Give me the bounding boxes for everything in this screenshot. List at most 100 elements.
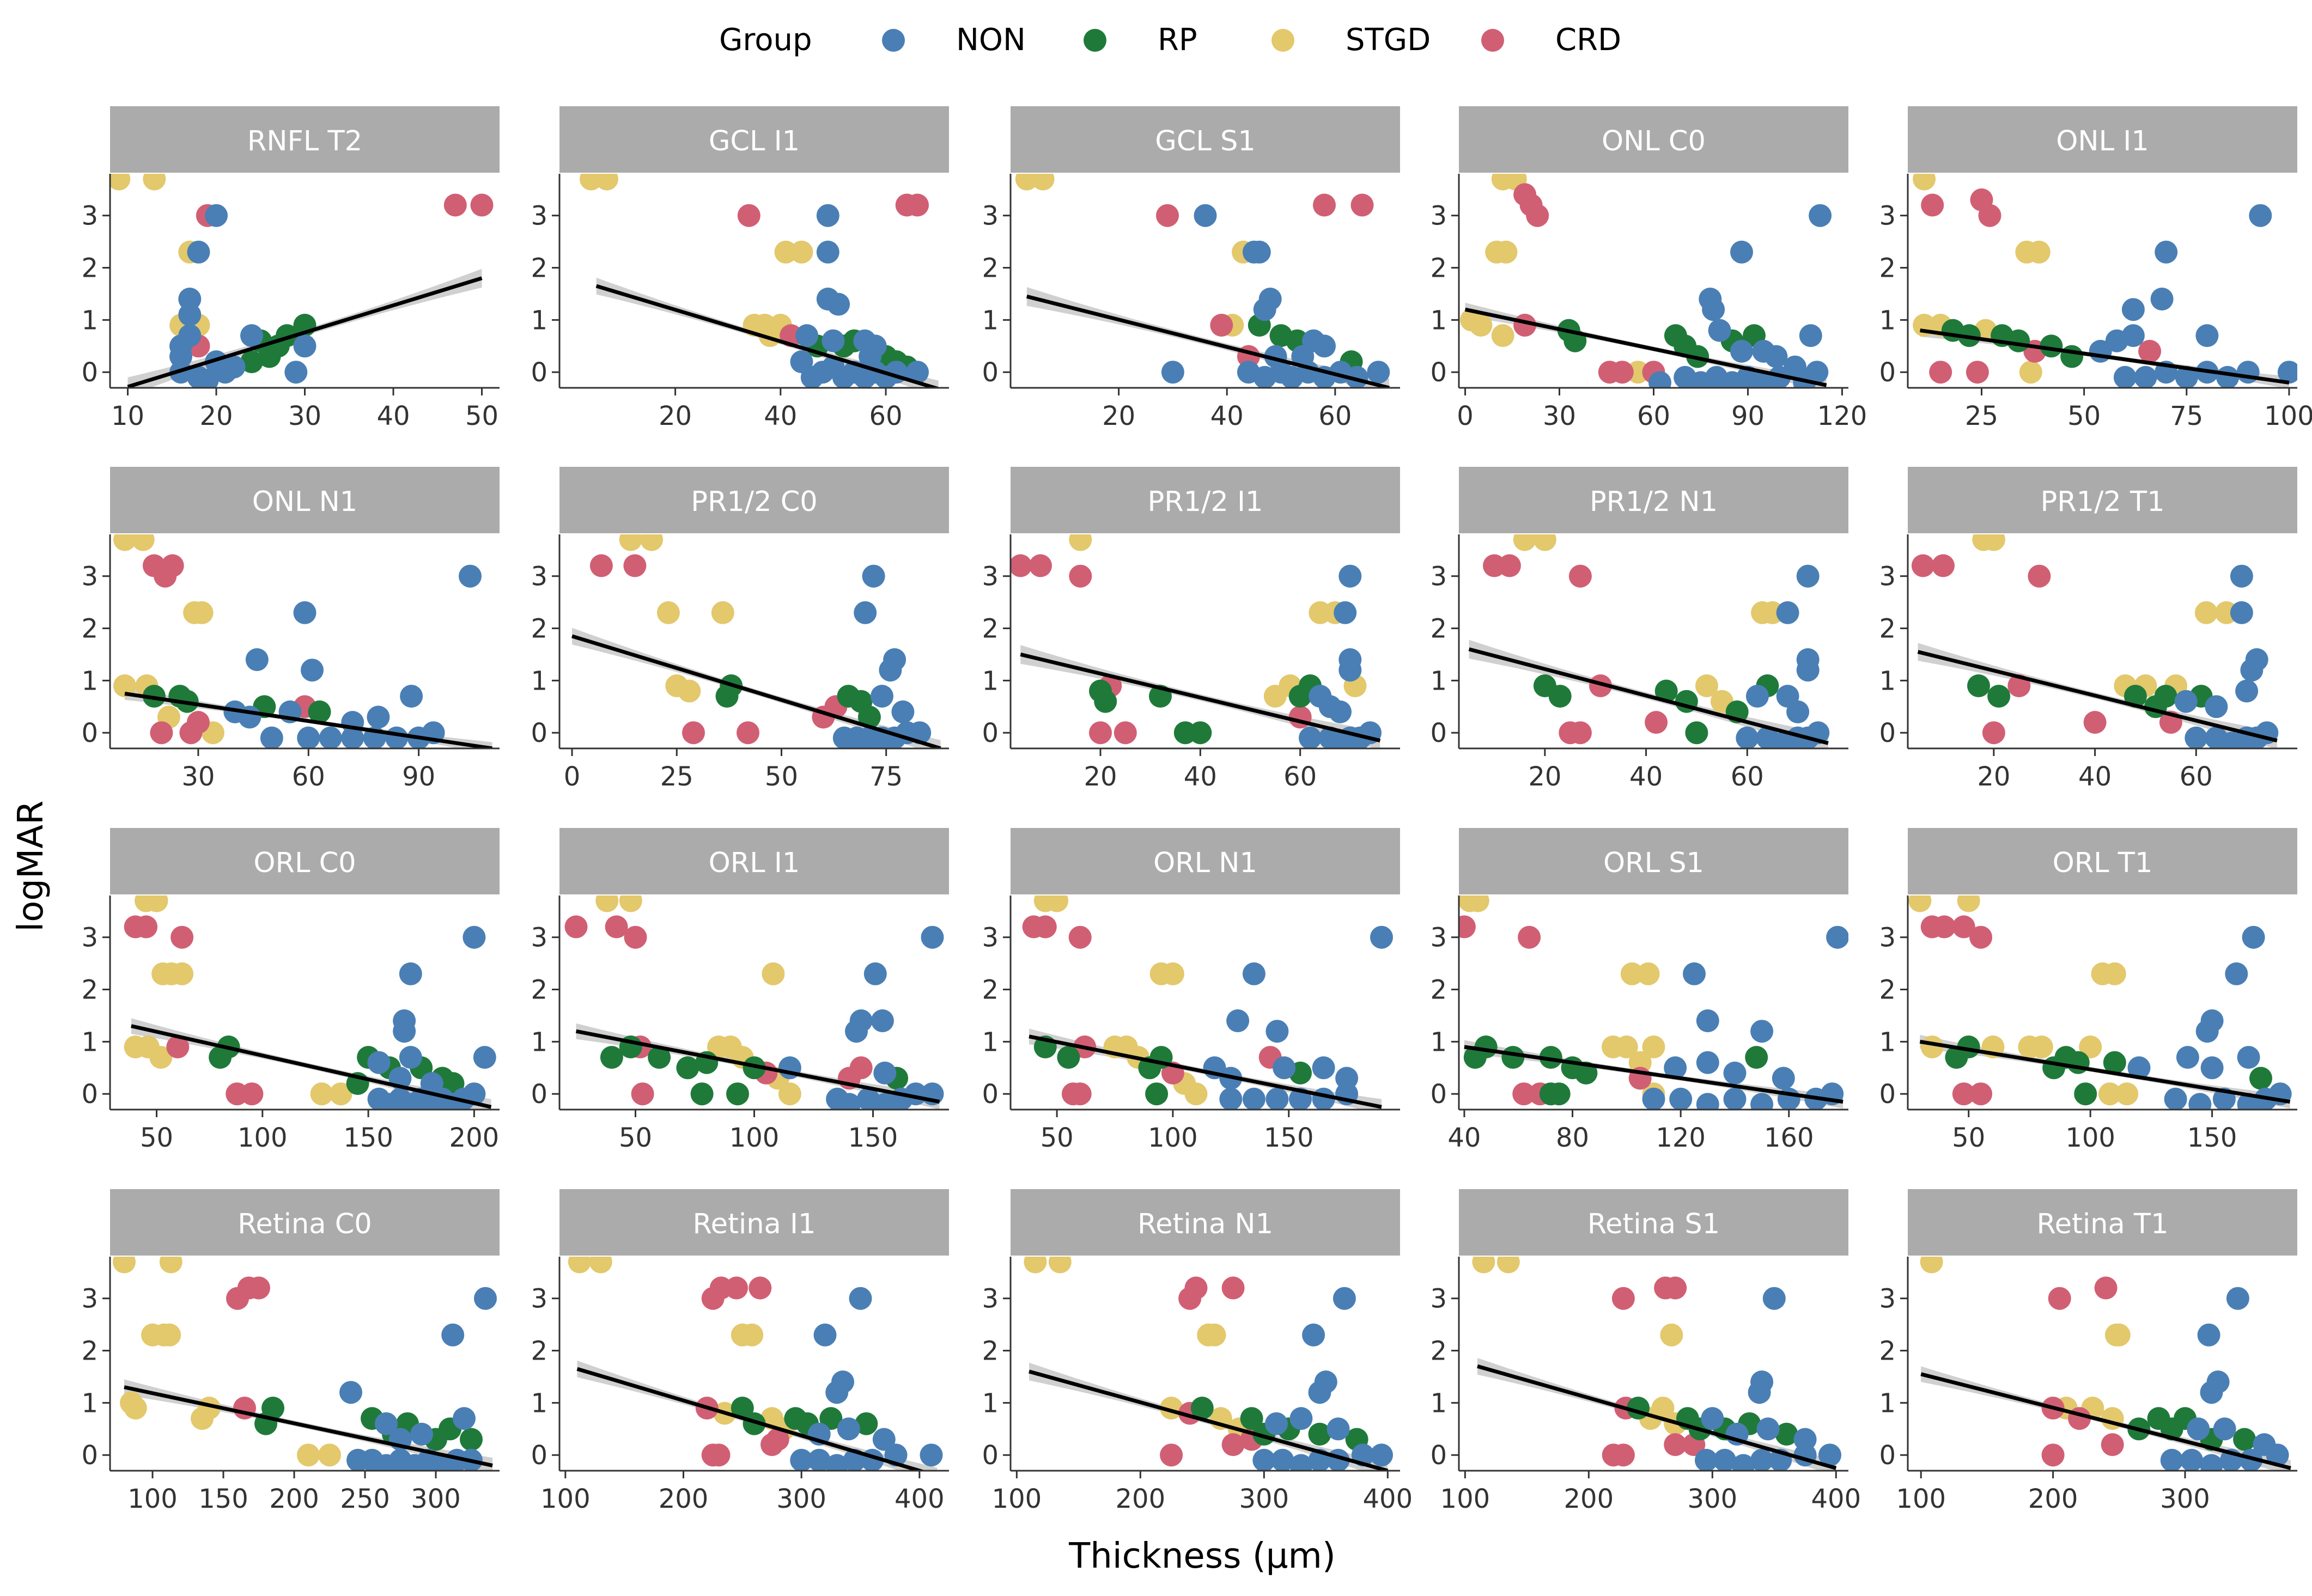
- regression-line: [1464, 1045, 1843, 1104]
- data-point-rp: [1685, 721, 1708, 745]
- data-point-stgd: [1620, 962, 1644, 985]
- data-point-crd: [1526, 204, 1549, 227]
- data-point-non: [2237, 1046, 2260, 1069]
- data-point-non: [1786, 700, 1810, 723]
- x-tick-label: 90: [1731, 401, 1765, 431]
- data-point-stgd: [640, 534, 664, 551]
- data-point-non: [1338, 659, 1362, 682]
- data-point-crd: [1350, 193, 1374, 217]
- data-point-non: [1265, 1020, 1289, 1043]
- data-point-non: [891, 700, 915, 723]
- data-point-non: [293, 334, 317, 358]
- x-tick-label: 100: [1896, 1484, 1946, 1514]
- data-point-crd: [1068, 1082, 1092, 1106]
- y-tick-label: 2: [81, 253, 98, 284]
- y-tick-label: 0: [531, 1440, 547, 1471]
- y-tick-label: 2: [531, 614, 547, 644]
- regression-line: [1464, 307, 1827, 387]
- data-point-non: [284, 361, 308, 384]
- y-tick-label: 3: [1430, 562, 1447, 592]
- regression-line: [575, 1029, 940, 1104]
- data-point-rp: [1967, 674, 1990, 697]
- data-point-crd: [179, 721, 203, 745]
- x-tick-label: 120: [1656, 1123, 1706, 1153]
- data-point-stgd: [589, 1257, 612, 1274]
- y-tick-label: 2: [1879, 614, 1896, 644]
- data-point-non: [816, 204, 839, 227]
- panel-plot-area: [1024, 1257, 1393, 1471]
- data-point-non: [921, 925, 944, 949]
- data-point-non: [367, 1051, 391, 1074]
- panel-plot-area: [1459, 896, 1848, 1110]
- y-tick-label: 0: [982, 1440, 999, 1471]
- y-tick-label: 0: [982, 1079, 999, 1110]
- facet-strip: [1011, 828, 1400, 894]
- data-point-stgd: [1494, 240, 1518, 264]
- data-point-non: [1334, 601, 1357, 624]
- data-point-non: [1265, 1412, 1288, 1435]
- data-point-non: [178, 288, 202, 310]
- facet-strip: [559, 106, 949, 173]
- data-point-stgd: [1533, 534, 1556, 551]
- data-point-non: [1696, 1009, 1719, 1032]
- panel-plot-area: [568, 1257, 943, 1471]
- data-point-stgd: [2079, 1035, 2102, 1058]
- facet-title: ORL S1: [1603, 847, 1704, 879]
- facet-panel: RNFL T2 0 1 2 3 10 20 30 40 50: [81, 106, 500, 431]
- facet-title: PR1/2 C0: [691, 486, 818, 518]
- facet-title: GCL S1: [1155, 125, 1256, 157]
- regression-line: [1920, 328, 2290, 385]
- data-point-stgd: [778, 1082, 801, 1106]
- regression-line: [1919, 1039, 2291, 1104]
- data-point-crd: [906, 193, 929, 217]
- data-point-stgd: [124, 1397, 147, 1420]
- y-tick-label: 3: [982, 1284, 999, 1314]
- x-tick-label: 30: [181, 762, 215, 792]
- y-tick-label: 1: [531, 1027, 547, 1057]
- data-point-non: [293, 601, 317, 624]
- x-tick-label: 50: [140, 1123, 173, 1153]
- data-point-stgd: [790, 240, 813, 264]
- data-point-non: [1664, 1056, 1687, 1080]
- data-point-non: [393, 1020, 416, 1043]
- facet-title: ORL C0: [253, 847, 356, 879]
- y-tick-label: 3: [1430, 923, 1447, 953]
- data-point-stgd: [297, 1443, 320, 1467]
- data-point-crd: [1029, 554, 1052, 577]
- data-point-crd: [1911, 554, 1934, 577]
- x-tick-label: 150: [198, 1484, 248, 1514]
- y-tick-label: 3: [982, 923, 999, 953]
- y-tick-label: 0: [1430, 1079, 1447, 1110]
- y-tick-label: 3: [1879, 1284, 1896, 1314]
- data-point-crd: [1459, 915, 1476, 939]
- x-tick-label: 100: [1148, 1123, 1198, 1153]
- data-point-stgd: [143, 174, 166, 191]
- data-point-non: [1702, 298, 1725, 321]
- data-point-rp: [2060, 345, 2084, 368]
- confidence-band: [1029, 1362, 1388, 1471]
- x-tick-label: 200: [659, 1484, 709, 1514]
- data-point-stgd: [2103, 962, 2126, 985]
- data-point-non: [879, 659, 902, 682]
- data-point-non: [1271, 1448, 1294, 1471]
- panel-plot-area: [124, 896, 496, 1110]
- data-point-non: [400, 685, 423, 708]
- data-point-non: [863, 334, 887, 358]
- data-point-stgd: [1913, 174, 1936, 191]
- x-tick-label: 60: [1318, 401, 1352, 431]
- x-tick-label: 160: [1764, 1123, 1814, 1153]
- data-point-non: [2242, 925, 2265, 949]
- data-point-crd: [725, 1276, 748, 1300]
- data-point-non: [807, 1448, 831, 1471]
- confidence-band: [572, 628, 941, 748]
- data-point-non: [849, 1287, 872, 1310]
- data-point-non: [240, 324, 263, 348]
- data-point-non: [385, 726, 409, 748]
- data-point-stgd: [2115, 1082, 2139, 1106]
- data-point-stgd: [619, 896, 642, 912]
- data-point-non: [2205, 695, 2228, 718]
- data-point-non: [816, 240, 839, 264]
- data-point-stgd: [595, 896, 619, 912]
- y-tick-label: 1: [531, 1388, 547, 1418]
- y-axis-title: logMAR: [11, 800, 51, 931]
